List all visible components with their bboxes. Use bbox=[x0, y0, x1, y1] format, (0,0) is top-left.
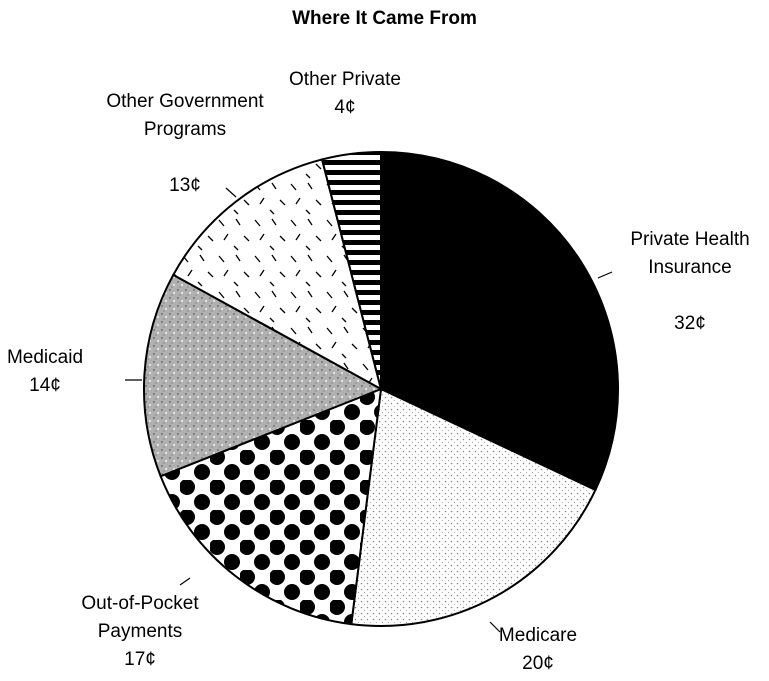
pie-slice bbox=[380, 150, 619, 492]
value-label: 17¢ bbox=[124, 649, 156, 670]
leader-line bbox=[489, 621, 501, 633]
value-label: 32¢ bbox=[674, 313, 706, 334]
leader-line bbox=[225, 187, 237, 198]
slice-label: Other Private bbox=[289, 69, 401, 90]
slice-label: Other Government Programs bbox=[106, 91, 264, 140]
slice-label: Medicaid bbox=[6, 347, 84, 368]
pie-slice bbox=[320, 150, 382, 390]
slice-label: Medicare bbox=[498, 625, 578, 646]
value-label: 20¢ bbox=[522, 653, 554, 674]
pie-slice bbox=[159, 387, 383, 626]
leader-line bbox=[179, 577, 191, 586]
pie-slice bbox=[171, 158, 383, 391]
pie-slice bbox=[143, 273, 384, 478]
value-label: 14¢ bbox=[29, 375, 61, 396]
value-label: 4¢ bbox=[334, 97, 356, 118]
slice-label: Private Health Insurance bbox=[630, 229, 750, 278]
leader-line bbox=[597, 271, 613, 279]
pie-slice bbox=[350, 387, 597, 627]
slice-label: Out-of-Pocket Payments bbox=[81, 593, 199, 642]
chart-title: Where It Came From bbox=[292, 8, 477, 29]
value-label: 13¢ bbox=[169, 175, 201, 196]
